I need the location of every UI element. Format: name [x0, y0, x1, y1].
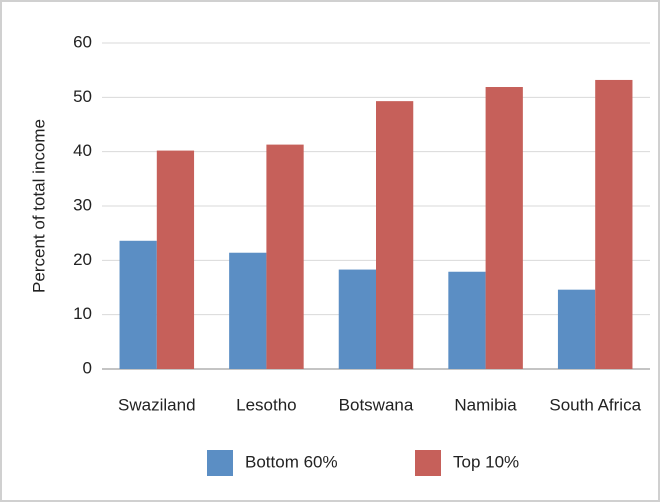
bar	[448, 271, 486, 369]
x-tick-label: Lesotho	[236, 395, 297, 414]
bar	[376, 101, 414, 370]
x-tick-label: South Africa	[549, 395, 641, 414]
y-tick-label: 20	[73, 250, 92, 269]
y-axis-label: Percent of total income	[29, 119, 48, 293]
y-tick-label: 50	[73, 87, 92, 106]
bar	[229, 252, 267, 369]
y-tick-label: 0	[83, 358, 92, 377]
bar	[557, 289, 596, 369]
legend-label: Bottom 60%	[245, 452, 338, 471]
x-tick-label: Swaziland	[118, 395, 196, 414]
bar	[266, 144, 304, 369]
y-tick-label: 40	[73, 141, 92, 160]
y-tick-label: 10	[73, 304, 92, 323]
y-tick-label: 30	[73, 195, 92, 214]
bar	[485, 87, 523, 369]
y-tick-label: 60	[73, 32, 92, 51]
legend-swatch	[207, 450, 233, 476]
x-tick-label: Botswana	[339, 395, 414, 414]
bar	[338, 269, 376, 369]
legend-swatch	[415, 450, 441, 476]
bar	[119, 240, 157, 369]
legend-label: Top 10%	[453, 452, 519, 471]
bar	[156, 150, 195, 369]
x-tick-label: Namibia	[454, 395, 517, 414]
bar	[595, 79, 633, 370]
